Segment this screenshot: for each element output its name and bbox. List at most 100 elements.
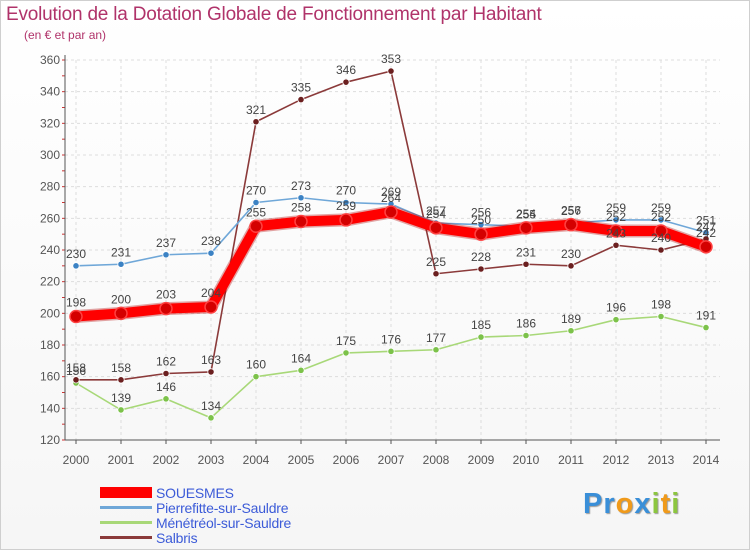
data-point: [567, 327, 575, 335]
data-label: 200: [111, 292, 131, 306]
data-label: 158: [111, 361, 131, 375]
data-label: 321: [246, 103, 266, 117]
y-tick-label: 360: [40, 53, 60, 67]
data-label: 252: [606, 210, 626, 224]
data-label: 196: [606, 301, 626, 315]
data-point: [612, 316, 620, 324]
data-point: [72, 262, 80, 270]
y-tick-label: 160: [40, 370, 60, 384]
data-point: [207, 368, 215, 376]
data-point: [387, 67, 395, 75]
data-point: [609, 224, 623, 238]
legend-label-pierrefitte: Pierrefitte-sur-Sauldre: [156, 499, 289, 516]
data-point: [162, 369, 170, 378]
logo-part: i: [671, 488, 681, 520]
data-point: [69, 309, 83, 324]
x-tick-label: 2007: [378, 453, 405, 467]
data-label: 255: [516, 207, 536, 221]
data-label: 258: [291, 201, 311, 215]
data-point: [159, 301, 173, 316]
legend-label-souesmes: SOUESMES: [156, 484, 234, 501]
y-tick-label: 340: [40, 85, 60, 99]
data-point: [564, 217, 578, 232]
x-tick-label: 2011: [558, 453, 584, 467]
data-label: 353: [381, 52, 401, 66]
data-label: 252: [651, 210, 671, 224]
data-label: 231: [111, 245, 131, 259]
data-point: [474, 227, 488, 241]
data-label: 264: [381, 191, 401, 205]
data-label: 257: [561, 204, 581, 218]
data-point: [342, 198, 350, 207]
legend-swatch-menetreol: [100, 521, 152, 524]
data-point: [657, 312, 665, 321]
y-tick-label: 300: [40, 148, 60, 162]
data-label: 230: [561, 247, 581, 261]
legend-item-menetreol: Ménétréol-sur-Sauldre: [100, 515, 291, 531]
data-point: [612, 216, 620, 224]
data-point: [162, 395, 170, 403]
x-tick-label: 2010: [513, 453, 540, 467]
data-point: [117, 406, 125, 414]
x-tick-label: 2002: [153, 453, 180, 467]
data-label: 256: [561, 204, 581, 218]
x-tick-label: 2000: [63, 453, 90, 467]
x-tick-label: 2009: [468, 453, 495, 467]
x-tick-label: 2003: [198, 453, 225, 467]
data-label: 250: [471, 213, 491, 227]
data-label: 191: [696, 309, 716, 323]
data-point: [657, 246, 665, 254]
legend-item-souesmes: SOUESMES: [100, 484, 291, 501]
x-tick-label: 2008: [423, 453, 450, 467]
data-label: 164: [291, 351, 311, 365]
data-label: 270: [246, 184, 266, 198]
data-point: [477, 333, 485, 341]
data-label: 238: [201, 234, 221, 248]
data-point: [252, 373, 260, 381]
data-label: 254: [426, 207, 446, 221]
data-label: 228: [471, 250, 491, 264]
data-point: [522, 260, 530, 268]
legend-swatch-souesmes: [100, 487, 152, 498]
data-point: [162, 251, 170, 259]
data-label: 230: [66, 247, 86, 261]
x-tick-label: 2005: [288, 453, 315, 467]
data-point: [432, 270, 440, 278]
data-point: [654, 224, 668, 238]
data-point: [204, 300, 218, 314]
legend-item-pierrefitte: Pierrefitte-sur-Sauldre: [100, 499, 291, 516]
data-point: [342, 349, 350, 357]
data-label: 240: [651, 231, 671, 245]
data-label: 254: [516, 207, 536, 221]
logo-part: x: [634, 488, 652, 520]
legend-swatch-pierrefitte: [100, 506, 152, 509]
data-label: 204: [201, 286, 221, 300]
data-point: [117, 376, 125, 384]
data-label: 247: [696, 220, 716, 234]
y-tick-label: 120: [40, 433, 60, 447]
data-point: [699, 240, 713, 254]
data-label: 259: [651, 201, 671, 215]
data-point: [249, 219, 263, 233]
data-point: [702, 323, 710, 332]
data-label: 176: [381, 332, 401, 346]
data-label: 259: [606, 201, 626, 215]
data-label: 251: [696, 214, 716, 228]
y-tick-label: 200: [40, 306, 60, 320]
y-tick-label: 280: [40, 180, 60, 194]
x-tick-label: 2004: [243, 453, 270, 467]
data-point: [252, 118, 260, 126]
axis-layer: 120 140 160 180 200 220 240 260 280 300 320 340 360 2…: [40, 53, 720, 467]
data-label: 134: [201, 399, 221, 413]
data-label: 257: [426, 204, 446, 218]
data-label: 346: [336, 63, 356, 77]
data-point: [384, 205, 398, 219]
data-point: [72, 376, 80, 384]
data-label: 256: [471, 206, 491, 220]
data-label: 146: [156, 380, 176, 394]
chart-title: Evolution de la Dotation Globale de Fonc…: [6, 4, 542, 25]
series-layer: [69, 67, 713, 422]
x-tick-label: 2001: [108, 453, 135, 467]
grid-layer: [65, 59, 720, 441]
data-label: 175: [336, 334, 356, 348]
